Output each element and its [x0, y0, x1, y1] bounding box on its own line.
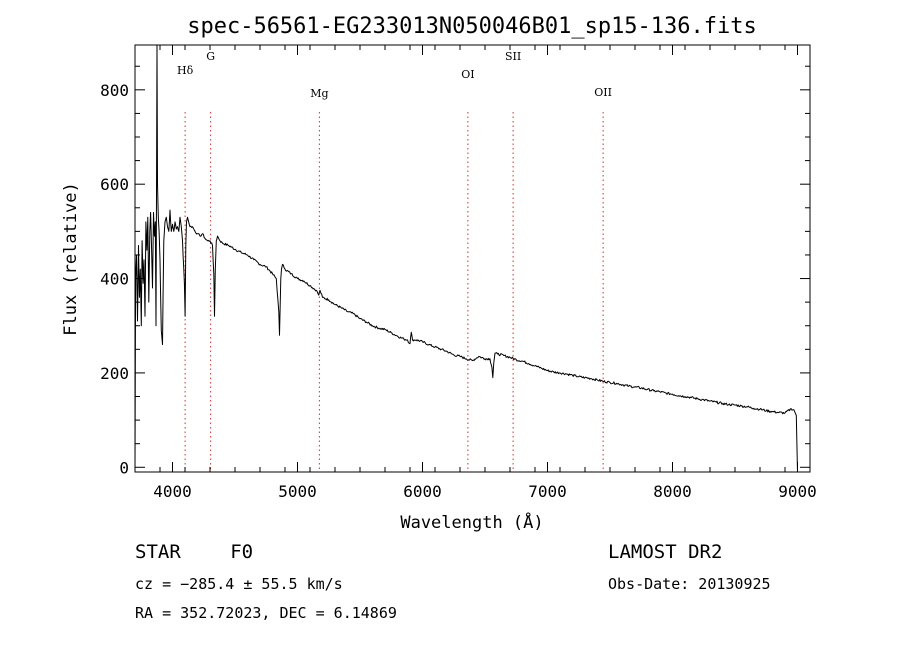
y-axis-label: Flux (relative): [61, 182, 81, 336]
x-tick-label-3: 7000: [528, 482, 567, 501]
obs-date: Obs-Date: 20130925: [608, 575, 771, 593]
y-tick-label-0: 0: [119, 458, 129, 477]
redshift-cz: cz = −285.4 ± 55.5 km/s: [135, 575, 343, 593]
spectral-line-markers: Hδ G Mg OI SII OII: [177, 50, 612, 472]
line-label-2: Mg: [310, 87, 328, 100]
spectral-subclass: F0: [230, 541, 254, 563]
line-label-4: SII: [505, 50, 521, 63]
x-tick-label-0: 4000: [153, 482, 192, 501]
axis-ticks: [134, 45, 811, 472]
line-label-3: OI: [461, 68, 474, 81]
ra-dec: RA = 352.72023, DEC = 6.14869: [135, 604, 397, 622]
x-tick-label-5: 9000: [778, 482, 817, 501]
y-tick-label-2: 400: [100, 270, 129, 289]
line-label-1: G: [206, 50, 215, 63]
chart-title: spec-56561-EG233013N050046B01_sp15-136.f…: [187, 14, 757, 39]
x-tick-label-4: 8000: [653, 482, 692, 501]
survey-name: LAMOST DR2: [608, 541, 723, 563]
x-axis-label: Wavelength (Å): [400, 511, 543, 533]
star-type: STAR: [135, 541, 181, 563]
spectrum-series-line: [134, 44, 798, 473]
plot-frame: [134, 44, 811, 473]
line-label-0: Hδ: [177, 64, 194, 77]
y-tick-label-4: 800: [100, 81, 129, 100]
tick-labels: 4000 5000 6000 7000 8000 9000 0 200 400 600 800: [100, 81, 817, 501]
x-tick-label-1: 5000: [278, 482, 317, 501]
x-tick-label-2: 6000: [403, 482, 442, 501]
line-label-5: OII: [594, 86, 612, 99]
object-class: STAR F0: [135, 541, 253, 563]
y-tick-label-3: 600: [100, 175, 129, 194]
y-tick-label-1: 200: [100, 364, 129, 383]
